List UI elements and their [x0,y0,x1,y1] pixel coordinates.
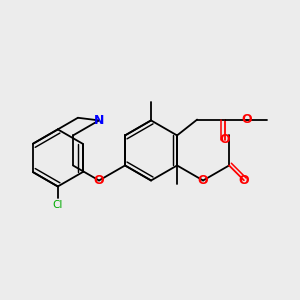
Text: Cl: Cl [52,200,63,210]
Text: O: O [242,113,252,126]
Text: N: N [94,114,104,127]
Text: O: O [198,174,208,187]
Text: O: O [94,174,104,187]
Text: O: O [219,133,230,146]
Text: O: O [238,174,249,187]
